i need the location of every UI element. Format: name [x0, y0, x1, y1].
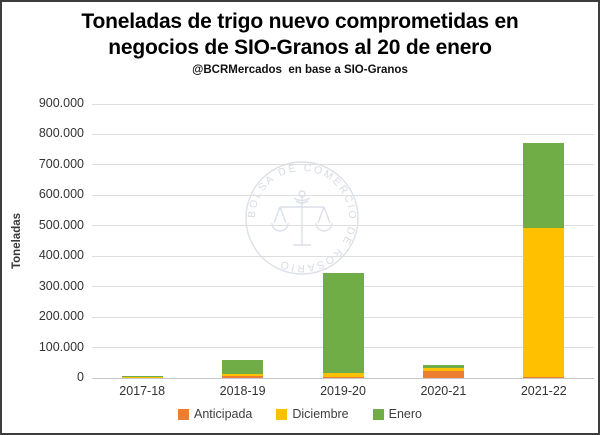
chart-legend: Anticipada Diciembre Enero: [2, 407, 598, 421]
bar-segment-diciembre-2019-20: [322, 373, 364, 378]
bar-segment-enero-2021-22: [523, 142, 565, 228]
chart-title-line1: Toneladas de trigo nuevo comprometidas e…: [81, 10, 519, 33]
gridline: [92, 225, 594, 227]
legend-swatch-anticipada: [178, 408, 189, 420]
bar-segment-diciembre-2018-19: [222, 373, 264, 376]
legend-label: Anticipada: [194, 407, 253, 421]
x-tick-label: 2021-22: [520, 384, 567, 398]
y-tick-label: 700.000: [38, 156, 84, 171]
y-tick-label: 800.000: [38, 126, 84, 141]
y-tick-label: 300.000: [38, 278, 84, 293]
bar-segment-diciembre-2017-18: [121, 376, 163, 378]
legend-swatch-enero: [372, 408, 384, 420]
y-tick-label: 400.000: [38, 248, 84, 263]
gridline: [92, 164, 594, 166]
x-tick-label: 2019-20: [320, 384, 366, 398]
chart-subtitle: @BCRMercados en base a SIO-Granos: [192, 64, 408, 76]
chart-title: Toneladas de trigo nuevo comprometidas e…: [2, 9, 598, 61]
legend-item-diciembre: Diciembre: [276, 407, 349, 421]
y-tick-label: 200.000: [38, 309, 84, 324]
bar-segment-enero-2018-19: [222, 360, 264, 374]
x-tick-label: 2018-19: [219, 384, 266, 398]
bar-segment-anticipada-2019-20: [322, 377, 364, 378]
bar-segment-diciembre-2020-21: [422, 368, 464, 372]
legend-swatch-diciembre: [276, 408, 288, 420]
legend-item-anticipada: Anticipada: [178, 407, 252, 421]
bar-segment-enero-2019-20: [322, 272, 364, 374]
bar-segment-anticipada-2020-21: [422, 371, 464, 378]
y-tick-label: 500.000: [38, 217, 84, 232]
bar-segment-diciembre-2021-22: [523, 227, 565, 377]
gridline: [92, 103, 594, 105]
bar-segment-anticipada-2018-19: [222, 375, 264, 378]
plot-area: [92, 103, 594, 379]
gridline: [92, 255, 594, 257]
bar-segment-enero-2017-18: [121, 375, 163, 377]
y-tick-label: 100.000: [38, 339, 84, 354]
legend-label: Diciembre: [292, 407, 349, 421]
x-tick-label: 2020-21: [420, 384, 467, 398]
gridline: [92, 194, 594, 196]
y-tick-label: 0: [77, 370, 84, 384]
bar-segment-enero-2020-21: [422, 365, 464, 369]
chart-title-line2: negocios de SIO-Granos al 20 de enero: [108, 36, 492, 59]
legend-item-enero: Enero: [372, 407, 422, 421]
legend-label: Enero: [388, 407, 422, 421]
gridline: [92, 377, 594, 379]
bar-segment-anticipada-2021-22: [523, 376, 565, 378]
x-tick-label: 2017-18: [119, 384, 166, 398]
y-tick-label: 600.000: [38, 187, 84, 202]
gridline: [92, 133, 594, 135]
y-tick-label: 900.000: [38, 96, 84, 110]
